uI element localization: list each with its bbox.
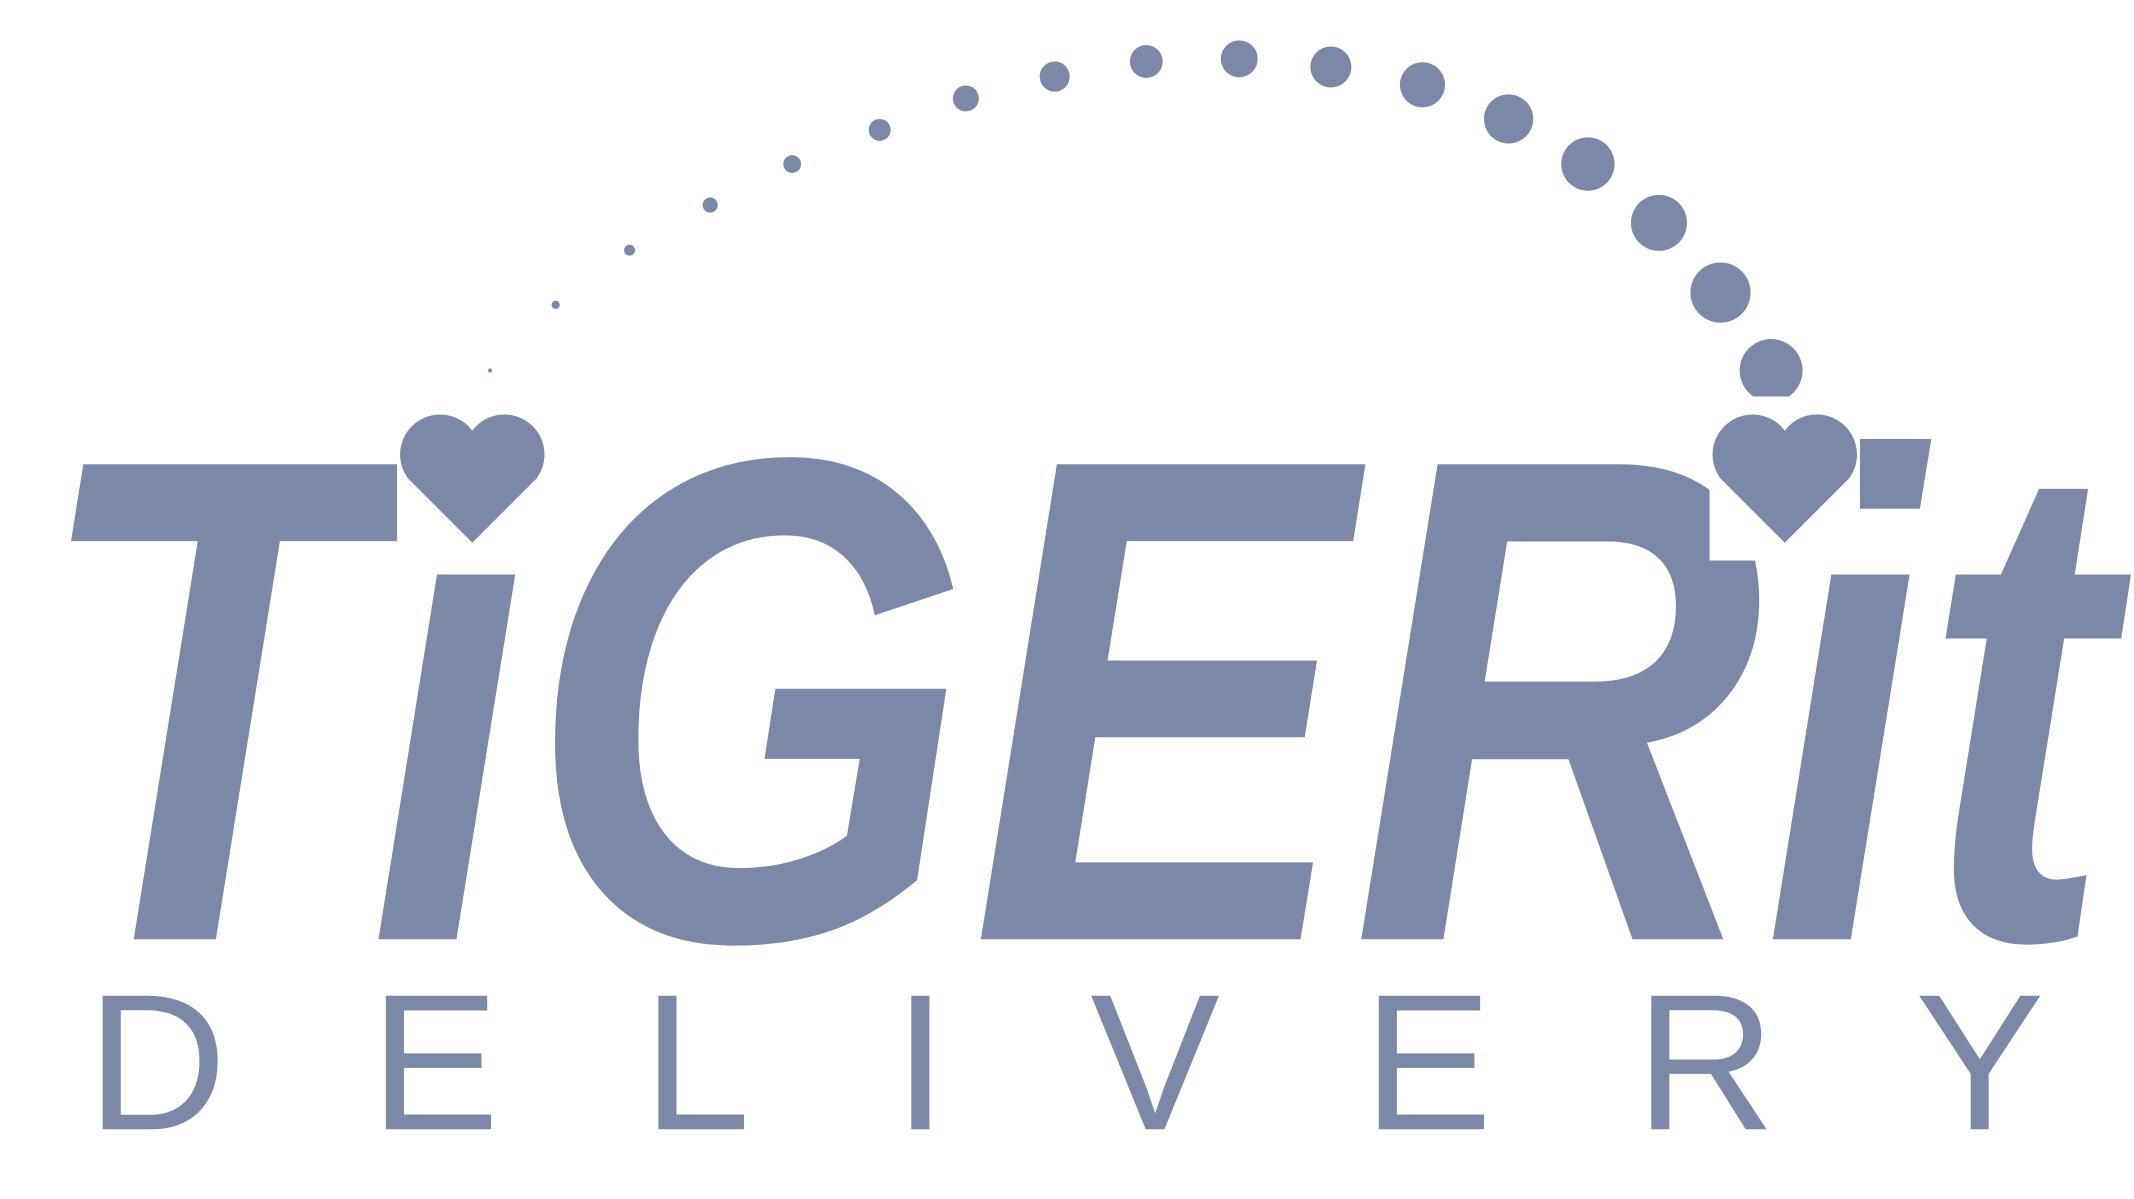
heart-icon	[1712, 414, 1857, 543]
dot-arc	[488, 40, 1803, 402]
heart-icon	[400, 414, 545, 543]
